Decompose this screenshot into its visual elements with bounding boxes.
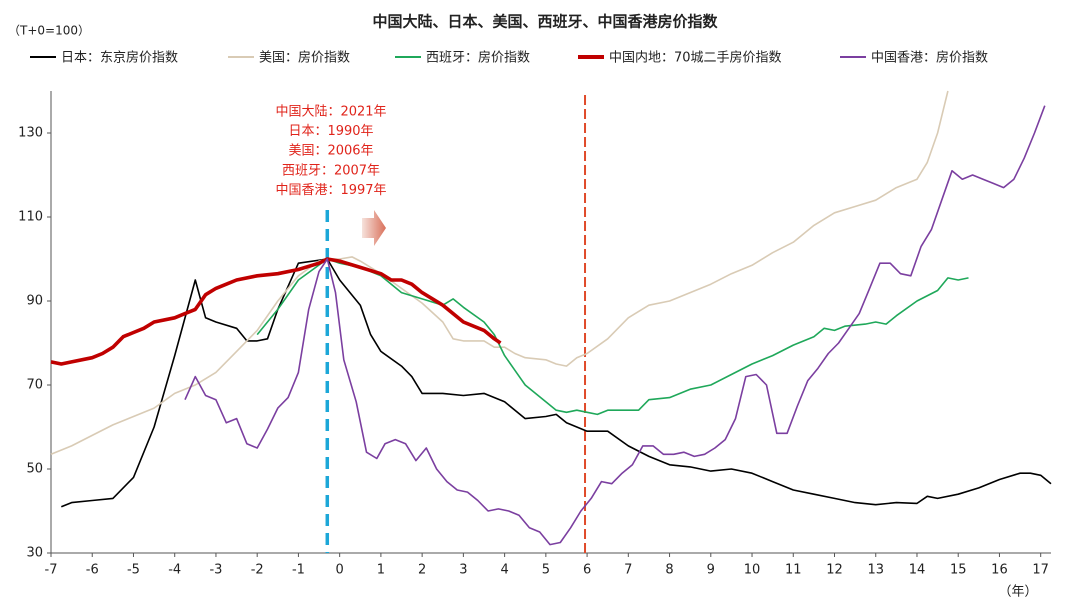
annotation: 美国：2006年 [288, 144, 373, 159]
y-tick-label: 130 [18, 126, 43, 141]
x-tick-label: 2 [418, 563, 426, 578]
x-tick-label: 12 [826, 563, 843, 578]
series-line [50, 90, 949, 456]
x-tick-label: 15 [950, 563, 967, 578]
annotation: 西班牙：2007年 [282, 163, 380, 178]
x-tick-label: 11 [785, 563, 802, 578]
x-tick-label: 14 [909, 563, 926, 578]
x-tick-label: 3 [459, 563, 467, 578]
legend-label: 美国：房价指数 [259, 50, 350, 66]
x-tick-label: -2 [251, 563, 264, 578]
y-tick-label: 70 [26, 378, 43, 393]
x-tick-label: 17 [1032, 563, 1049, 578]
x-tick-label: -6 [86, 563, 99, 578]
x-tick-label: -4 [168, 563, 181, 578]
x-tick-label: 5 [542, 563, 550, 578]
series-line [184, 105, 1046, 546]
x-tick-label: 8 [665, 563, 673, 578]
series-line [50, 257, 502, 366]
x-tick-label: 4 [500, 563, 508, 578]
y-tick-label: 50 [26, 462, 43, 477]
x-tick-label: 16 [991, 563, 1008, 578]
x-tick-label: 0 [336, 563, 344, 578]
arrow [362, 210, 386, 246]
x-tick-label: 9 [707, 563, 715, 578]
chart-title: 中国大陆、日本、美国、西班牙、中国香港房价指数 [372, 13, 718, 31]
series-line [256, 258, 969, 416]
legend-label: 中国内地：70城二手房价指数 [609, 50, 782, 66]
x-tick-label: -5 [127, 563, 140, 578]
series-line [60, 258, 1052, 508]
x-tick-label: 6 [583, 563, 591, 578]
x-tick-label: -3 [209, 563, 222, 578]
x-axis-label: （年） [998, 585, 1037, 600]
legend-label: 西班牙：房价指数 [426, 50, 530, 66]
y-tick-label: 110 [18, 210, 43, 225]
annotation: 中国香港：1997年 [275, 183, 386, 198]
x-tick-label: 10 [744, 563, 761, 578]
y-tick-label: 90 [26, 294, 43, 309]
y-tick-label: 30 [26, 546, 43, 561]
y-axis-label: （T+0=100） [8, 24, 90, 38]
x-tick-label: 1 [377, 563, 385, 578]
annotation: 日本：1990年 [288, 124, 373, 139]
x-tick-label: 13 [867, 563, 884, 578]
annotation: 中国大陆：2021年 [275, 104, 386, 120]
x-tick-label: -7 [45, 563, 58, 578]
legend-label: 中国香港：房价指数 [871, 50, 988, 66]
x-tick-label: 7 [624, 563, 632, 578]
legend-label: 日本：东京房价指数 [61, 50, 178, 66]
x-tick-label: -1 [292, 563, 305, 578]
